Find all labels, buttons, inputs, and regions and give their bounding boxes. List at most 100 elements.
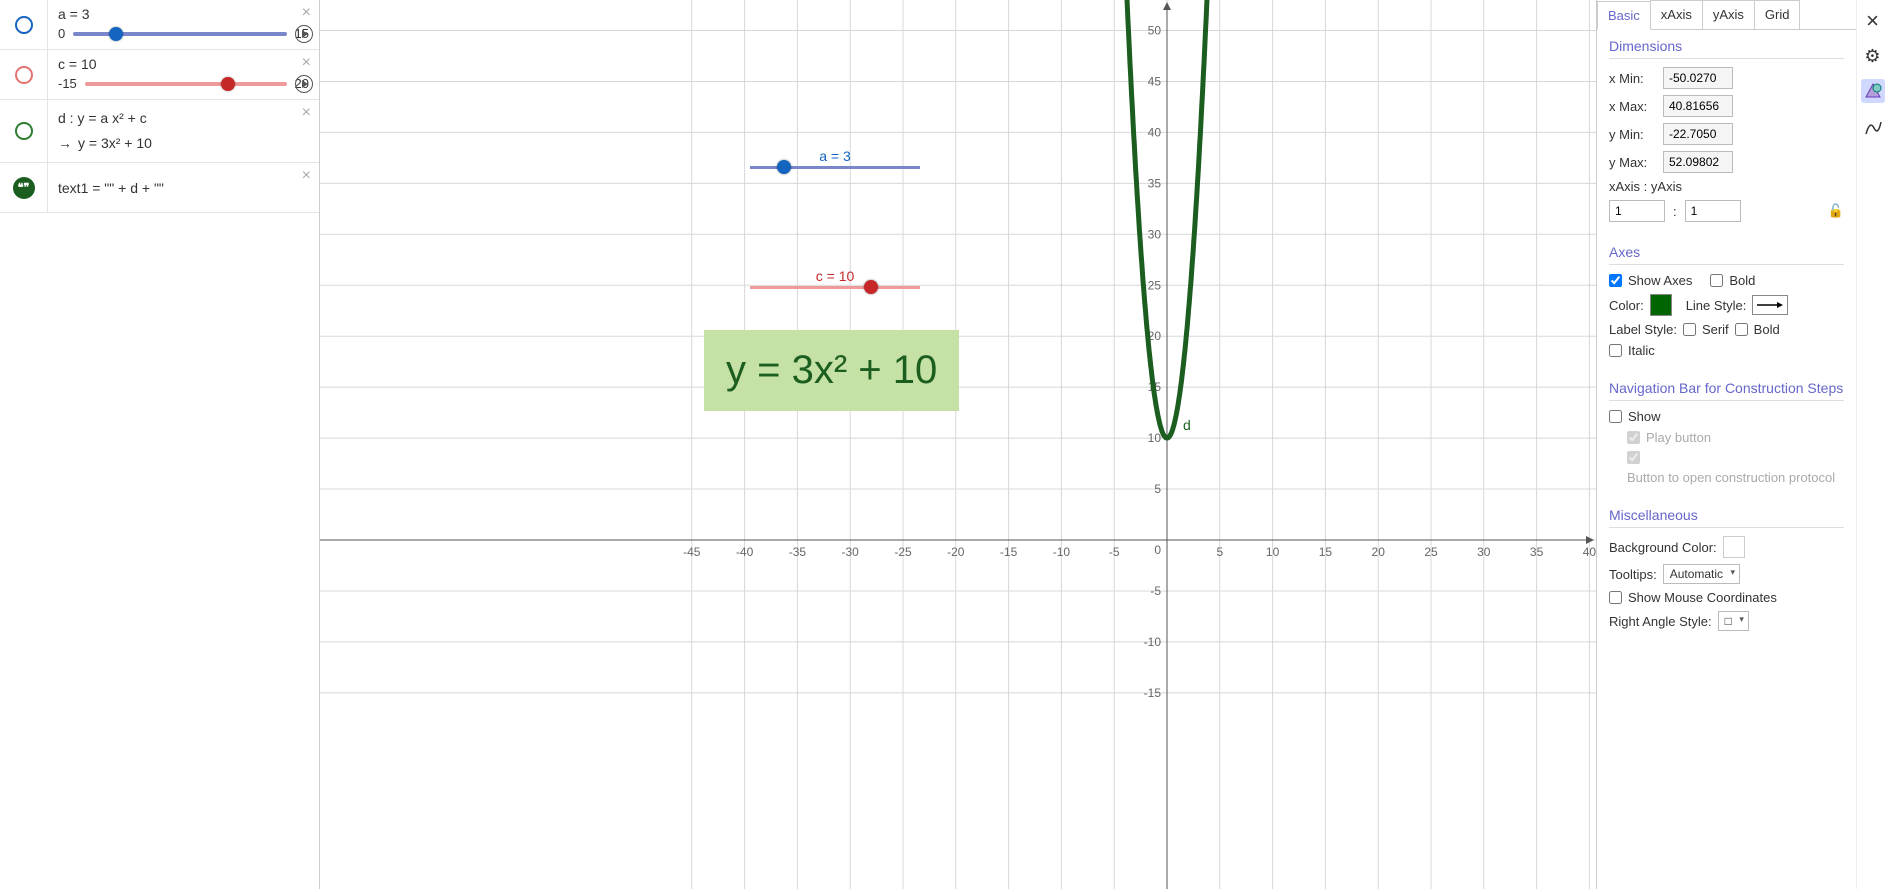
canvas-slider-track-a[interactable] (750, 166, 920, 169)
axes-title: Axes (1609, 244, 1844, 265)
svg-text:5: 5 (1154, 482, 1161, 496)
nav-proto-label: Button to open construction protocol (1627, 470, 1835, 485)
properties-panel: Basic xAxis yAxis Grid Dimensions x Min:… (1596, 0, 1856, 889)
close-icon[interactable]: × (302, 54, 311, 72)
nav-title: Navigation Bar for Construction Steps (1609, 380, 1844, 401)
svg-text:-40: -40 (736, 545, 754, 559)
tab-yaxis[interactable]: yAxis (1702, 0, 1755, 29)
axes-bold-label: Bold (1729, 273, 1755, 288)
serif-checkbox[interactable] (1683, 323, 1696, 336)
visibility-marker-c[interactable] (0, 50, 48, 99)
svg-text:-25: -25 (894, 545, 912, 559)
right-angle-select[interactable]: □ (1718, 611, 1749, 631)
dimensions-title: Dimensions (1609, 38, 1844, 59)
tab-basic[interactable]: Basic (1597, 1, 1651, 30)
line-style-label: Line Style: (1686, 298, 1747, 313)
bg-color-swatch[interactable] (1723, 536, 1745, 558)
ratio-x-input[interactable] (1609, 200, 1665, 222)
nav-show-label: Show (1628, 409, 1661, 424)
visibility-marker-a[interactable] (0, 0, 48, 49)
xmax-label: x Max: (1609, 99, 1655, 114)
algebra-panel: a = 3 0 15 × c = 10 -15 (0, 0, 320, 889)
svg-text:-15: -15 (1000, 545, 1018, 559)
svg-text:-10: -10 (1053, 545, 1071, 559)
algebra-row-text1[interactable]: ❝❞ text1 = "" + d + "" × (0, 163, 319, 213)
visibility-marker-text1[interactable]: ❝❞ (0, 163, 48, 212)
svg-text:d: d (1183, 417, 1191, 433)
dimensions-section: Dimensions x Min: x Max: y Min: y Max: x… (1597, 30, 1856, 236)
slider-thumb-a[interactable] (109, 27, 123, 41)
row-content-d: d : y = a x² + c →y = 3x² + 10 (48, 100, 319, 162)
nav-play-checkbox (1627, 431, 1640, 444)
play-icon[interactable] (295, 25, 313, 43)
algebra-row-a[interactable]: a = 3 0 15 × (0, 0, 319, 50)
nav-show-checkbox[interactable] (1609, 410, 1622, 423)
text-icon: ❝❞ (13, 177, 35, 199)
canvas-slider-a[interactable]: a = 3 (750, 148, 920, 169)
svg-text:30: 30 (1148, 227, 1162, 241)
spline-tool-icon[interactable] (1861, 115, 1885, 139)
svg-text:35: 35 (1148, 176, 1162, 190)
italic-checkbox[interactable] (1609, 344, 1622, 357)
visibility-marker-d[interactable] (0, 100, 48, 162)
slider-track-c[interactable] (85, 82, 287, 86)
side-icon-strip: × ⚙ (1856, 0, 1888, 889)
play-icon[interactable] (295, 75, 313, 93)
show-axes-checkbox[interactable] (1609, 274, 1622, 287)
row-content-c: c = 10 -15 20 (48, 50, 319, 99)
canvas-slider-thumb-a[interactable] (777, 160, 791, 174)
tooltips-select[interactable]: Automatic (1663, 564, 1740, 584)
ratio-y-input[interactable] (1685, 200, 1741, 222)
xmin-label: x Min: (1609, 71, 1655, 86)
ymin-label: y Min: (1609, 127, 1655, 142)
close-icon[interactable]: × (302, 167, 311, 185)
xmax-input[interactable] (1663, 95, 1733, 117)
xmin-input[interactable] (1663, 67, 1733, 89)
close-icon[interactable]: × (302, 104, 311, 122)
svg-text:40: 40 (1148, 125, 1162, 139)
tab-xaxis[interactable]: xAxis (1650, 0, 1703, 29)
ymin-input[interactable] (1663, 123, 1733, 145)
mouse-coords-checkbox[interactable] (1609, 591, 1622, 604)
axes-bold-checkbox[interactable] (1710, 274, 1723, 287)
algebra-row-d[interactable]: d : y = a x² + c →y = 3x² + 10 × (0, 100, 319, 163)
equation-text-box[interactable]: y = 3x² + 10 (704, 330, 959, 411)
graph-canvas[interactable]: -45-40-35-30-25-20-15-10-551015202530354… (320, 0, 1596, 889)
gear-icon[interactable]: ⚙ (1864, 46, 1880, 67)
bg-color-label: Background Color: (1609, 540, 1717, 555)
svg-text:45: 45 (1148, 74, 1162, 88)
graphics-view-icon[interactable] (1861, 79, 1885, 103)
slider-track-a[interactable] (73, 32, 286, 36)
svg-text:-5: -5 (1109, 545, 1120, 559)
label-style-label: Label Style: (1609, 322, 1677, 337)
svg-text:-10: -10 (1144, 635, 1162, 649)
label-bold-label: Bold (1754, 322, 1780, 337)
svg-text:-35: -35 (789, 545, 807, 559)
tab-grid[interactable]: Grid (1754, 0, 1801, 29)
canvas-slider-c[interactable]: c = 10 (750, 268, 920, 289)
slider-thumb-c[interactable] (221, 77, 235, 91)
svg-text:-5: -5 (1150, 584, 1161, 598)
canvas-slider-label-c: c = 10 (750, 268, 920, 284)
ymax-input[interactable] (1663, 151, 1733, 173)
show-axes-label: Show Axes (1628, 273, 1692, 288)
label-bold-checkbox[interactable] (1735, 323, 1748, 336)
italic-label: Italic (1628, 343, 1655, 358)
svg-text:30: 30 (1477, 545, 1491, 559)
equation-text: y = 3x² + 10 (726, 348, 937, 392)
close-icon[interactable]: × (302, 4, 311, 22)
algebra-row-c[interactable]: c = 10 -15 20 × (0, 50, 319, 100)
graph-view[interactable]: -45-40-35-30-25-20-15-10-551015202530354… (320, 0, 1596, 889)
properties-tabs: Basic xAxis yAxis Grid (1597, 0, 1856, 30)
serif-label: Serif (1702, 322, 1729, 337)
svg-text:15: 15 (1319, 545, 1333, 559)
svg-text:5: 5 (1216, 545, 1223, 559)
lock-icon[interactable]: 🔓 (1828, 203, 1844, 219)
canvas-slider-thumb-c[interactable] (864, 280, 878, 294)
svg-text:25: 25 (1424, 545, 1438, 559)
canvas-slider-track-c[interactable] (750, 286, 920, 289)
ymax-label: y Max: (1609, 155, 1655, 170)
axes-color-swatch[interactable] (1650, 294, 1672, 316)
line-style-selector[interactable] (1752, 295, 1788, 315)
close-panel-icon[interactable]: × (1866, 8, 1879, 34)
